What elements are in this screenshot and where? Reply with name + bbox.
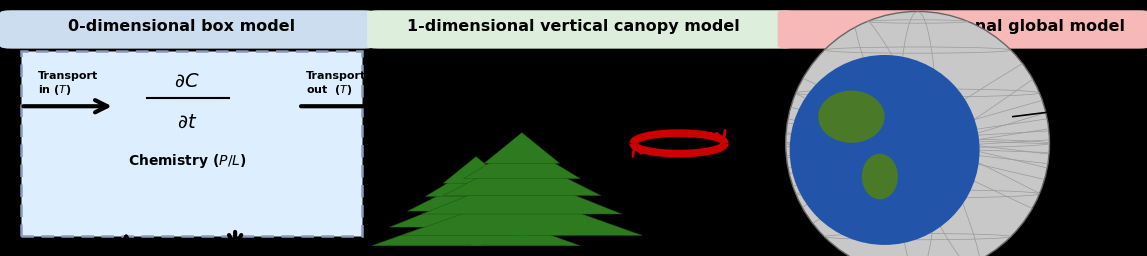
Ellipse shape bbox=[861, 154, 898, 199]
Polygon shape bbox=[426, 166, 526, 197]
Text: Chemistry ($P/L$): Chemistry ($P/L$) bbox=[127, 152, 247, 170]
Ellipse shape bbox=[789, 55, 980, 245]
FancyBboxPatch shape bbox=[367, 10, 794, 49]
Polygon shape bbox=[407, 177, 545, 211]
Text: 1-dimensional vertical canopy model: 1-dimensional vertical canopy model bbox=[407, 19, 740, 34]
Polygon shape bbox=[401, 193, 642, 236]
Polygon shape bbox=[443, 156, 601, 196]
FancyBboxPatch shape bbox=[778, 10, 1147, 49]
Bar bbox=[516, 217, 528, 236]
Text: 3-dimensional global model: 3-dimensional global model bbox=[875, 19, 1125, 34]
FancyBboxPatch shape bbox=[21, 51, 362, 236]
Text: Transport
in ($T$): Transport in ($T$) bbox=[38, 71, 99, 98]
Polygon shape bbox=[422, 174, 622, 214]
Bar bbox=[470, 230, 482, 246]
Text: Transport
out  ($T$): Transport out ($T$) bbox=[306, 71, 367, 98]
Polygon shape bbox=[443, 157, 509, 183]
FancyBboxPatch shape bbox=[0, 10, 375, 49]
Polygon shape bbox=[463, 143, 580, 179]
Polygon shape bbox=[372, 208, 580, 246]
Ellipse shape bbox=[818, 91, 884, 143]
Text: 0-dimensional box model: 0-dimensional box model bbox=[68, 19, 295, 34]
Text: $\partial t$: $\partial t$ bbox=[177, 113, 197, 132]
Text: $\partial C$: $\partial C$ bbox=[174, 72, 200, 91]
Ellipse shape bbox=[786, 12, 1050, 256]
Polygon shape bbox=[390, 193, 562, 227]
Polygon shape bbox=[484, 133, 560, 163]
